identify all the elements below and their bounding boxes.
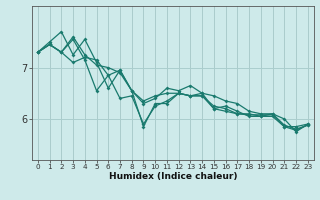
X-axis label: Humidex (Indice chaleur): Humidex (Indice chaleur) <box>108 172 237 181</box>
